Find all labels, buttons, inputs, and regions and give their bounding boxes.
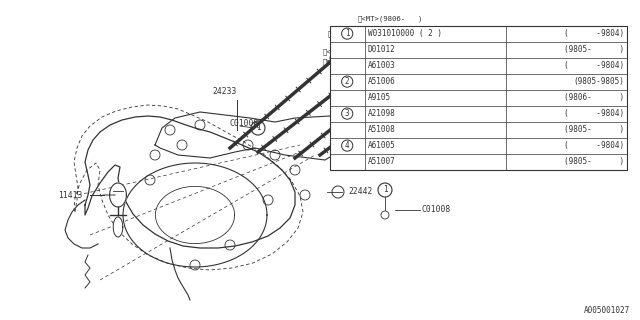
Text: C01008: C01008 xyxy=(422,205,451,214)
Text: 11413: 11413 xyxy=(58,190,83,199)
Text: >: > xyxy=(513,30,517,36)
Text: 1: 1 xyxy=(256,124,260,132)
Text: A51006: A51006 xyxy=(368,77,396,86)
Text: 2: 2 xyxy=(345,77,349,86)
Text: 1: 1 xyxy=(345,29,349,38)
Text: (      -9804): ( -9804) xyxy=(564,61,624,70)
Text: (9805-      ): (9805- ) xyxy=(564,157,624,166)
Text: A005001027: A005001027 xyxy=(584,306,630,315)
Text: (      -9804): ( -9804) xyxy=(564,29,624,38)
Text: (9805-9805): (9805-9805) xyxy=(573,77,624,86)
Polygon shape xyxy=(113,217,123,237)
Text: A61005: A61005 xyxy=(368,141,396,150)
Text: (9805-      ): (9805- ) xyxy=(564,125,624,134)
Text: ): ) xyxy=(418,15,422,21)
Text: ②<MT>: ②<MT> xyxy=(328,30,350,36)
Text: 24233: 24233 xyxy=(212,87,236,97)
Text: ③<AT>: ③<AT> xyxy=(323,58,345,65)
Text: (9805-      ): (9805- ) xyxy=(564,45,624,54)
Text: 4: 4 xyxy=(345,141,349,150)
Text: A9105: A9105 xyxy=(368,93,391,102)
Text: A51008: A51008 xyxy=(368,125,396,134)
Bar xyxy=(330,26,627,170)
Text: A61003: A61003 xyxy=(368,61,396,70)
Text: A51007: A51007 xyxy=(368,157,396,166)
Text: (      -9804): ( -9804) xyxy=(564,109,624,118)
Text: ②<MT>: ②<MT> xyxy=(323,48,345,55)
Text: (      -9804): ( -9804) xyxy=(564,141,624,150)
Text: 1: 1 xyxy=(383,186,387,195)
Text: C01008<MT>(9806-: C01008<MT>(9806- xyxy=(372,30,442,36)
Text: 22442: 22442 xyxy=(348,188,372,196)
Text: 3: 3 xyxy=(345,109,349,118)
Text: (9806-      ): (9806- ) xyxy=(564,93,624,102)
Polygon shape xyxy=(109,183,127,207)
Text: C01008<MT>(9806-: C01008<MT>(9806- xyxy=(412,48,482,54)
Text: D01012: D01012 xyxy=(368,45,396,54)
Text: C01008: C01008 xyxy=(230,118,259,127)
Text: ①<MT>(9806-: ①<MT>(9806- xyxy=(358,15,406,22)
Text: A21098: A21098 xyxy=(368,109,396,118)
Text: ②<MT>: ②<MT> xyxy=(438,78,460,84)
Text: ②<MT>: ②<MT> xyxy=(412,62,434,68)
Text: >: > xyxy=(543,48,547,54)
Text: ④<AT>: ④<AT> xyxy=(438,88,460,95)
Text: W031010000 ( 2 ): W031010000 ( 2 ) xyxy=(368,29,442,38)
